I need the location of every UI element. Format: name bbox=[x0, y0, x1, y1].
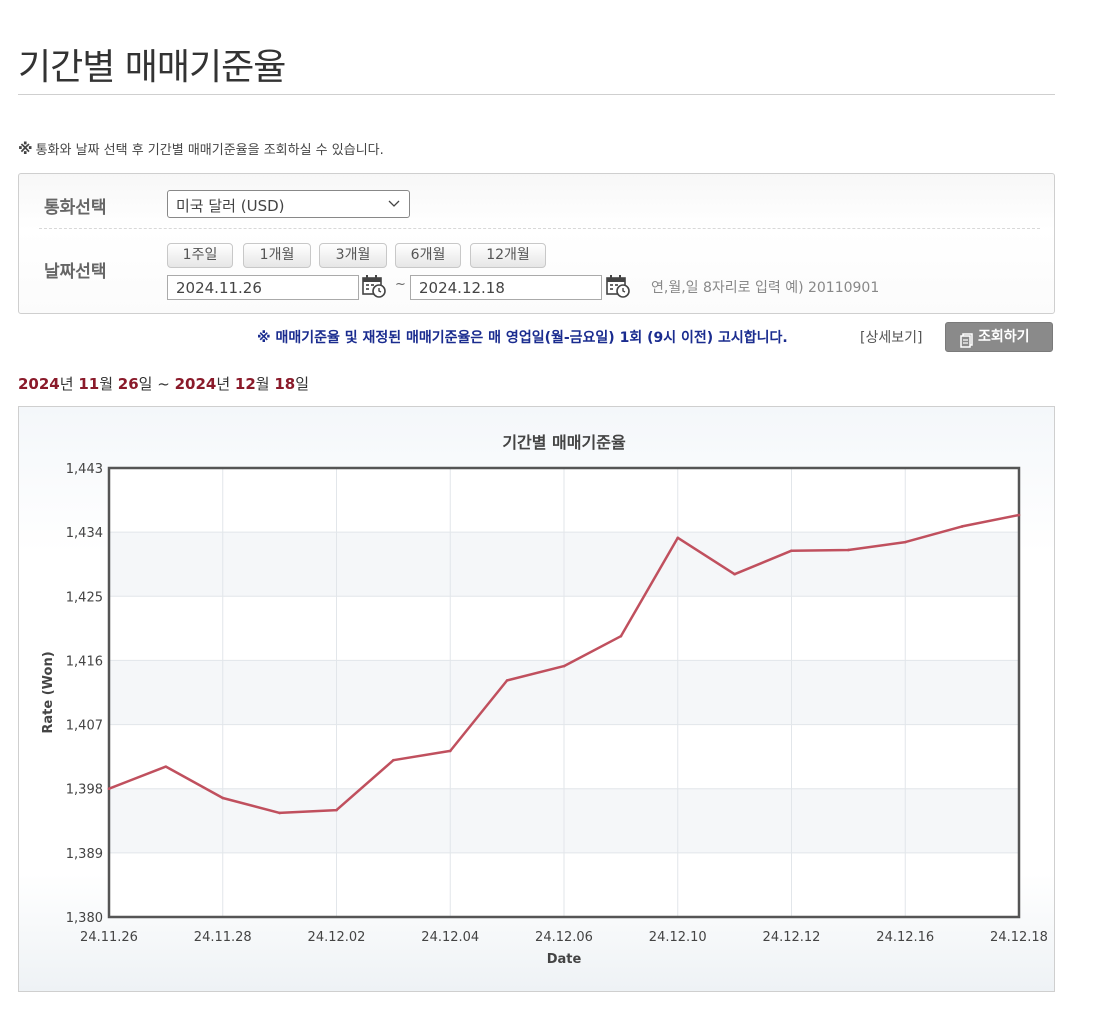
range-end-year: 2024 bbox=[174, 375, 217, 393]
currency-select[interactable]: 미국 달러 (USD) bbox=[167, 190, 410, 218]
document-icon bbox=[960, 330, 973, 348]
x-axis-label: Date bbox=[547, 952, 582, 967]
date-format-hint: 연,월,일 8자리로 입력 예) 20110901 bbox=[651, 280, 880, 296]
query-button-label: 조회하기 bbox=[978, 329, 1030, 345]
data-point bbox=[335, 808, 338, 812]
range-year-suffix: 년 bbox=[216, 375, 235, 393]
chart-panel: 1,380 1,389 1,398 1,407 1,416 1,425 1,434 1,443… bbox=[18, 406, 1055, 992]
period-button-12months[interactable]: 12개월 bbox=[470, 243, 546, 268]
period-button-3months[interactable]: 3개월 bbox=[319, 243, 387, 268]
end-date-input[interactable]: 2024.12.18 bbox=[410, 275, 602, 300]
data-point bbox=[448, 749, 452, 753]
currency-selected-value: 미국 달러 (USD) bbox=[176, 197, 285, 215]
start-date-input[interactable]: 2024.11.26 bbox=[167, 275, 359, 300]
data-point bbox=[619, 634, 623, 638]
calendar-icon[interactable] bbox=[605, 273, 631, 299]
data-point bbox=[392, 758, 395, 762]
data-point bbox=[221, 796, 225, 800]
range-start-year: 2024 bbox=[18, 375, 60, 393]
currency-label: 통화선택 bbox=[44, 198, 107, 218]
y-tick-label: 1,407 bbox=[66, 719, 103, 734]
notice-mark: ※ bbox=[18, 140, 33, 158]
x-tick-label: 24.11.26 bbox=[80, 930, 138, 945]
range-day-suffix: 일 bbox=[138, 375, 153, 393]
y-tick-label: 1,380 bbox=[66, 911, 103, 926]
range-separator: ~ bbox=[152, 375, 175, 393]
x-tick-label: 24.11.28 bbox=[194, 930, 252, 945]
range-year-suffix: 년 bbox=[59, 375, 79, 393]
x-tick-label: 24.12.18 bbox=[990, 930, 1048, 945]
data-point bbox=[847, 548, 850, 552]
y-tick-label: 1,425 bbox=[66, 590, 103, 605]
data-point bbox=[562, 664, 566, 668]
data-point bbox=[164, 765, 168, 768]
period-button-1week[interactable]: 1주일 bbox=[167, 243, 233, 268]
query-button[interactable]: 조회하기 bbox=[945, 322, 1053, 352]
filter-panel: 통화선택 미국 달러 (USD) 날짜선택 1주일 1개월 3개월 6개월 12… bbox=[18, 173, 1055, 314]
x-tick-label: 24.12.04 bbox=[421, 930, 479, 945]
date-range-tilde: ~ bbox=[395, 277, 406, 292]
range-day-suffix: 일 bbox=[295, 375, 310, 393]
y-tick-label: 1,434 bbox=[66, 526, 103, 541]
x-tick-label: 24.12.10 bbox=[649, 930, 707, 945]
y-axis-label: Rate (Won) bbox=[41, 651, 56, 733]
selected-range: 2024년 11월 26일 ~ 2024년 12월 18일 bbox=[18, 373, 309, 394]
calendar-icon[interactable] bbox=[361, 273, 387, 299]
filter-divider bbox=[39, 228, 1040, 229]
data-point bbox=[505, 679, 509, 682]
notice: ※ 통화와 날짜 선택 후 기간별 매매기준율을 조회하실 수 있습니다. bbox=[18, 139, 384, 158]
y-tick-label: 1,416 bbox=[66, 654, 103, 669]
data-point bbox=[790, 549, 793, 552]
range-end-day: 18 bbox=[274, 375, 296, 393]
period-button-1month[interactable]: 1개월 bbox=[243, 243, 311, 268]
data-point bbox=[107, 787, 111, 791]
range-month-suffix: 월 bbox=[99, 375, 118, 393]
title-divider bbox=[18, 94, 1055, 95]
x-tick-label: 24.12.02 bbox=[308, 930, 366, 945]
range-month-suffix: 월 bbox=[255, 375, 275, 393]
y-tick-label: 1,443 bbox=[66, 462, 103, 477]
range-start-month: 11 bbox=[78, 375, 100, 393]
range-start-day: 26 bbox=[117, 375, 139, 393]
page-title: 기간별 매매기준율 bbox=[18, 47, 286, 88]
publication-notice: ※ 매매기준율 및 재정된 매매기준율은 매 영업일(월-금요일) 1회 (9시… bbox=[257, 330, 788, 346]
chevron-down-icon bbox=[387, 194, 401, 218]
data-point bbox=[903, 540, 907, 544]
data-point bbox=[278, 811, 281, 815]
data-point bbox=[960, 525, 964, 528]
chart-title: 기간별 매매기준율 bbox=[502, 433, 626, 452]
data-point bbox=[733, 572, 736, 576]
y-tick-label: 1,389 bbox=[66, 847, 103, 862]
x-tick-label: 24.12.12 bbox=[763, 930, 821, 945]
x-tick-label: 24.12.06 bbox=[535, 930, 593, 945]
x-tick-label: 24.12.16 bbox=[876, 930, 934, 945]
notice-text: 통화와 날짜 선택 후 기간별 매매기준율을 조회하실 수 있습니다. bbox=[35, 143, 384, 158]
data-point bbox=[676, 536, 680, 540]
range-end-month: 12 bbox=[234, 375, 256, 393]
data-point bbox=[1017, 513, 1021, 517]
y-tick-label: 1,398 bbox=[66, 783, 103, 798]
date-label: 날짜선택 bbox=[44, 262, 107, 282]
detail-link[interactable]: [상세보기] bbox=[860, 330, 923, 346]
period-button-6months[interactable]: 6개월 bbox=[395, 243, 461, 268]
rate-line-chart: 1,380 1,389 1,398 1,407 1,416 1,425 1,434 1,443… bbox=[41, 433, 1048, 967]
plot-border bbox=[107, 466, 1021, 919]
